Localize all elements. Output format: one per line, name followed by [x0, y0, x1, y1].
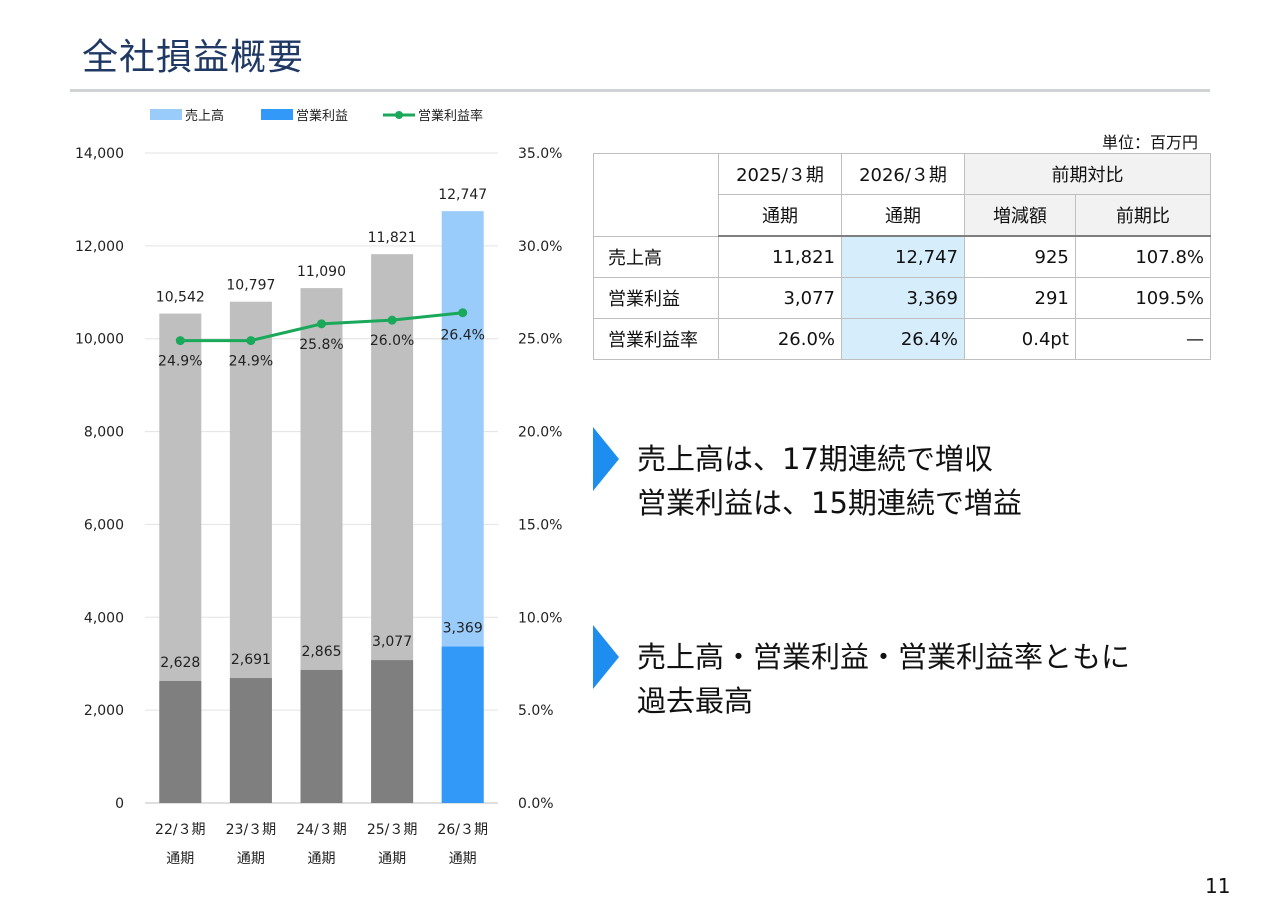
key-point-line: 売上高は、17期連続で増収 [637, 442, 993, 476]
cell-ratio: — [1074, 318, 1212, 360]
margin-data-label: 24.9% [158, 354, 202, 370]
op-income-data-label: 2,628 [160, 655, 200, 671]
cell-curr: 12,747 [841, 235, 965, 278]
summary-table: 2025/３期 2026/３期 前期対比 通期 通期 増減額 前期比 売上高 1… [593, 153, 1212, 360]
x-tick-sublabel: 通期 [378, 851, 406, 867]
revenue-data-label: 10,542 [156, 290, 205, 306]
table-row: 営業利益 3,077 3,369 291 109.5% [593, 277, 1212, 319]
margin-point [317, 319, 326, 329]
header-prev: 2025/３期 [718, 153, 842, 195]
cell-curr: 26.4% [841, 318, 965, 360]
table-header-row: 2025/３期 2026/３期 前期対比 [593, 153, 1211, 237]
y-tick-label: 2,000 [84, 703, 124, 719]
key-point-line: 売上高・営業利益・営業利益率ともに [637, 640, 1131, 674]
x-tick-sublabel: 通期 [308, 851, 336, 867]
op-income-bar [300, 669, 343, 803]
legend-label: 営業利益率 [418, 108, 483, 124]
table-subheader-row: 通期 通期 増減額 前期比 [594, 194, 1212, 237]
header-curr: 2026/３期 [841, 153, 965, 195]
revenue-op-income-chart: 0 2,000 4,000 6,000 8,000 10,000 12,000 14,000 0… [75, 108, 562, 867]
header-comparison: 前期対比 [964, 153, 1211, 195]
cell-ratio: 107.8% [1074, 235, 1212, 278]
cell-diff: 0.4pt [964, 318, 1076, 360]
cell-ratio: 109.5% [1074, 277, 1212, 319]
margin-data-label: 25.8% [299, 337, 343, 353]
op-income-data-label: 2,865 [301, 644, 341, 660]
legend-marker [395, 111, 403, 119]
row-label: 営業利益率 [593, 318, 719, 360]
y2-tick-label: 30.0% [518, 239, 562, 255]
y2-tick-label: 10.0% [518, 610, 562, 626]
y2-tick-label: 25.0% [518, 332, 562, 348]
y2-tick-label: 0.0% [518, 796, 554, 812]
title-divider [70, 89, 1210, 92]
key-point-text: 売上高は、17期連続で増収 営業利益は、15期連続で増益 [637, 437, 1022, 525]
x-tick-sublabel: 通期 [166, 851, 194, 867]
margin-point [246, 336, 256, 346]
margin-data-label: 24.9% [229, 354, 273, 370]
cell-prev: 26.0% [718, 318, 842, 360]
y2-tick-label: 5.0% [518, 703, 554, 719]
legend-swatch [261, 109, 293, 120]
table-row: 売上高 11,821 12,747 925 107.8% [593, 235, 1212, 278]
x-tick-label: 23/３期 [226, 822, 277, 838]
x-tick-label: 26/３期 [437, 822, 488, 838]
row-label: 売上高 [593, 235, 719, 278]
op-income-bar [441, 646, 484, 803]
key-point-line: 過去最高 [637, 684, 754, 718]
y-tick-label: 10,000 [75, 332, 124, 348]
legend-label: 売上高 [185, 108, 224, 124]
subheader-curr: 通期 [841, 194, 965, 237]
op-income-bar [159, 680, 202, 803]
y-tick-label: 12,000 [75, 239, 124, 255]
y-tick-label: 0 [115, 796, 124, 812]
margin-point [387, 315, 397, 325]
y-tick-label: 8,000 [84, 425, 124, 441]
cell-curr: 3,369 [841, 277, 965, 319]
key-point-line: 営業利益は、15期連続で増益 [637, 486, 1022, 520]
triangle-arrow-icon [593, 625, 619, 689]
revenue-data-label: 11,090 [297, 264, 346, 280]
margin-data-label: 26.0% [370, 333, 414, 349]
margin-point [458, 308, 468, 318]
margin-point [175, 336, 185, 346]
y-tick-label: 14,000 [75, 146, 124, 162]
cell-prev: 11,821 [718, 235, 842, 278]
subheader-diff: 増減額 [964, 194, 1076, 237]
margin-data-label: 26.4% [440, 328, 484, 344]
op-income-data-label: 3,369 [443, 621, 483, 637]
cell-diff: 291 [964, 277, 1076, 319]
x-tick-sublabel: 通期 [449, 851, 477, 867]
triangle-arrow-icon [593, 427, 619, 491]
op-income-bar [229, 678, 272, 803]
legend-label: 営業利益 [296, 108, 348, 124]
x-tick-label: 24/３期 [296, 822, 347, 838]
op-income-data-label: 2,691 [231, 652, 271, 668]
key-point-text: 売上高・営業利益・営業利益率ともに 過去最高 [637, 635, 1130, 723]
op-income-data-label: 3,077 [372, 634, 412, 650]
y2-tick-label: 20.0% [518, 425, 562, 441]
x-tick-label: 25/３期 [367, 822, 418, 838]
y2-tick-label: 35.0% [518, 146, 562, 162]
table-row: 営業利益率 26.0% 26.4% 0.4pt — [593, 318, 1212, 360]
cell-diff: 925 [964, 235, 1076, 278]
page-number: 11 [1205, 874, 1231, 898]
y-tick-label: 6,000 [84, 517, 124, 533]
legend-swatch [150, 109, 182, 120]
subheader-prev: 通期 [718, 194, 842, 237]
row-label: 営業利益 [593, 277, 719, 319]
table-corner-cell [593, 153, 719, 237]
cell-prev: 3,077 [718, 277, 842, 319]
revenue-data-label: 10,797 [226, 278, 275, 294]
x-tick-label: 22/３期 [155, 822, 206, 838]
unit-label: 単位：百万円 [1101, 133, 1198, 152]
y2-tick-label: 15.0% [518, 517, 562, 533]
revenue-data-label: 11,821 [368, 230, 417, 246]
op-income-bar [371, 660, 414, 803]
page-title: 全社損益概要 [82, 37, 305, 78]
revenue-data-label: 12,747 [438, 187, 487, 203]
y-tick-label: 4,000 [84, 610, 124, 626]
x-tick-sublabel: 通期 [237, 851, 265, 867]
subheader-ratio: 前期比 [1074, 194, 1212, 237]
